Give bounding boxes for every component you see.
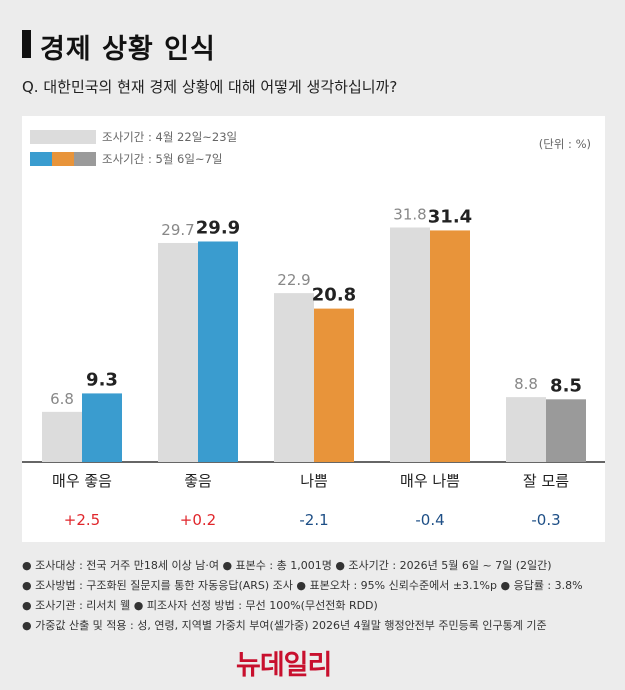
legend-swatch-blue [30, 152, 52, 166]
bar-curr [314, 308, 354, 462]
value-label-prev: 31.8 [393, 205, 426, 223]
category-label: 나쁨 [300, 472, 328, 490]
change-label: +2.5 [64, 511, 100, 529]
footer-line-1: ● 조사대상 : 전국 거주 만18세 이상 남·여 ● 표본수 : 총 1,0… [22, 559, 552, 572]
value-label-prev: 6.8 [50, 390, 74, 408]
value-label-curr: 20.8 [312, 285, 356, 306]
bar-curr [430, 230, 470, 462]
category-label: 매우 좋음 [52, 472, 112, 490]
bar-curr [546, 399, 586, 462]
legend-label-prev: 조사기간 : 4월 22일~23일 [102, 130, 238, 144]
value-label-curr: 9.3 [86, 369, 118, 390]
legend-item-curr: 조사기간 : 5월 6일~7일 [30, 152, 223, 166]
bar-prev [274, 293, 314, 462]
bar-curr [82, 393, 122, 462]
bar-prev [42, 411, 82, 462]
bar-prev [390, 227, 430, 462]
value-label-prev: 8.8 [514, 375, 538, 393]
footer-line-4: ● 가중값 산출 및 적용 : 성, 연령, 지역별 가중치 부여(셀가중) 2… [22, 619, 547, 632]
change-label: -0.4 [415, 511, 444, 529]
value-label-prev: 29.7 [161, 221, 194, 239]
legend-swatch-gray [74, 152, 96, 166]
category-label: 좋음 [184, 472, 212, 490]
category-label: 잘 모름 [523, 472, 569, 490]
title-marker [22, 30, 31, 58]
unit-label: (단위 : %) [538, 137, 591, 151]
page-title: 경제 상황 인식 [40, 34, 216, 65]
legend-label-curr: 조사기간 : 5월 6일~7일 [102, 152, 223, 166]
change-label: +0.2 [180, 511, 216, 529]
change-label: -2.1 [299, 511, 328, 529]
value-label-prev: 22.9 [277, 271, 310, 289]
value-label-curr: 8.5 [550, 375, 582, 396]
value-label-curr: 29.9 [196, 217, 240, 238]
footer-line-3: ● 조사기관 : 리서치 웰 ● 피조사자 선정 방법 : 무선 100%(무선… [22, 599, 378, 612]
survey-question: Q. 대한민국의 현재 경제 상황에 대해 어떻게 생각하십니까? [22, 78, 398, 96]
bar-prev [158, 242, 198, 462]
bar-curr [198, 241, 238, 462]
value-label-curr: 31.4 [428, 206, 472, 227]
chart-panel: 조사기간 : 4월 22일~23일 조사기간 : 5월 6일~7일 (단위 : … [22, 116, 605, 542]
change-label: -0.3 [531, 511, 560, 529]
legend-swatch-orange [52, 152, 74, 166]
bar-prev [506, 397, 546, 462]
footer-line-2: ● 조사방법 : 구조화된 질문지를 통한 자동응답(ARS) 조사 ● 표본오… [22, 579, 583, 592]
bar-chart: 6.8 9.3 매우 좋음 +2.5 29.7 29.9 좋음 +0.2 22.920.8 나쁨 -… [22, 205, 605, 529]
survey-footer: ● 조사대상 : 전국 거주 만18세 이상 남·여 ● 표본수 : 총 1,0… [22, 556, 583, 636]
category-label: 매우 나쁨 [400, 472, 460, 490]
legend-item-prev: 조사기간 : 4월 22일~23일 [30, 130, 237, 144]
legend-swatch-prev [30, 130, 96, 144]
newdaily-logo: 뉴데일리 [236, 650, 332, 681]
